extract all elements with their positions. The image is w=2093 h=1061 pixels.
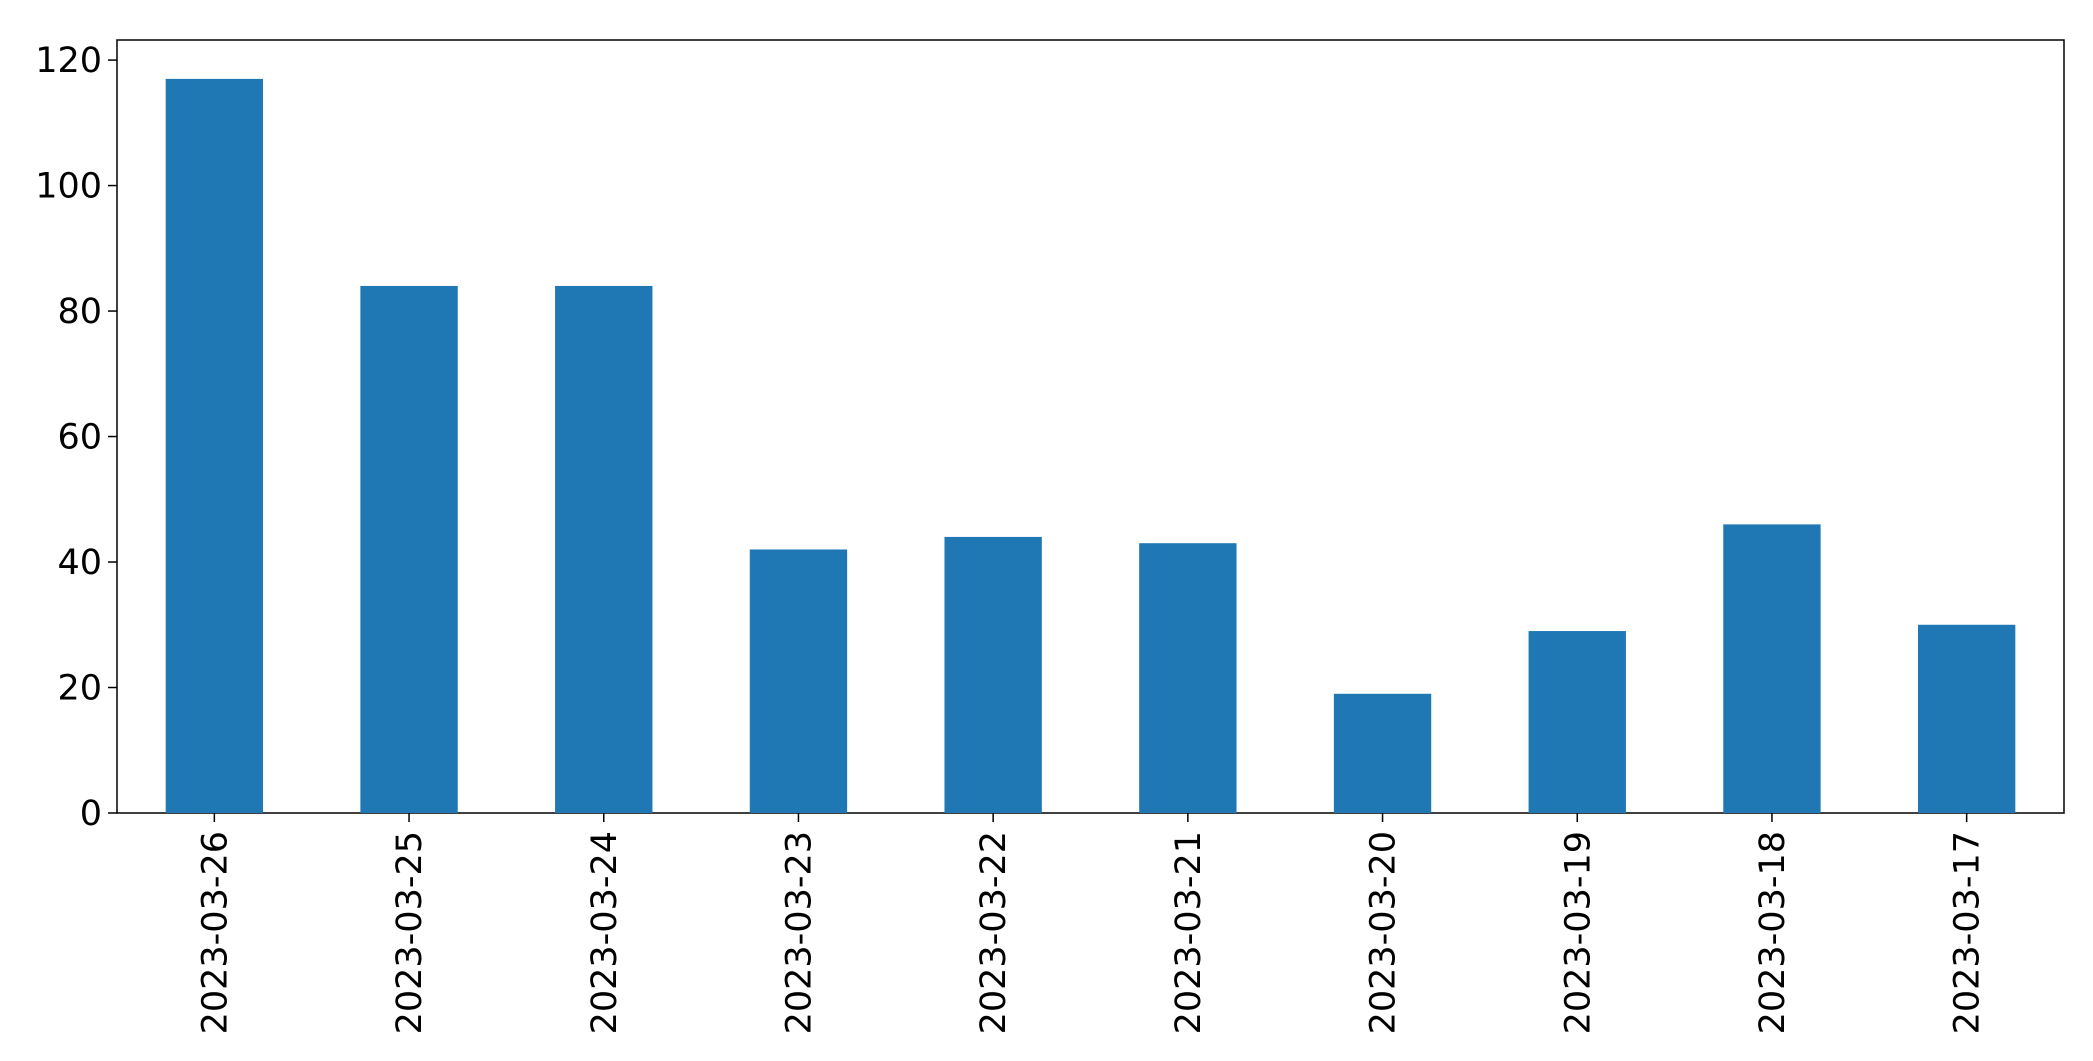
y-tick-label: 80	[57, 292, 102, 332]
x-tick-label: 2023-03-25	[390, 831, 430, 1034]
x-tick-label: 2023-03-26	[195, 831, 235, 1034]
x-tick-label: 2023-03-22	[974, 831, 1014, 1034]
y-tick-label: 100	[35, 167, 102, 207]
y-tick-label: 20	[57, 669, 102, 709]
x-tick-label: 2023-03-21	[1169, 831, 1209, 1034]
bar	[1528, 631, 1626, 813]
bar	[749, 549, 848, 813]
axes-frame	[116, 39, 2065, 814]
bar	[165, 78, 264, 813]
x-tick-label: 2023-03-19	[1558, 831, 1598, 1034]
x-tick-label: 2023-03-18	[1753, 831, 1793, 1034]
bar	[1139, 543, 1237, 813]
x-tick-label: 2023-03-23	[779, 831, 819, 1034]
bar	[555, 285, 653, 813]
x-tick-label: 2023-03-17	[1948, 831, 1988, 1034]
bar	[944, 536, 1042, 813]
bar	[1333, 693, 1432, 813]
y-tick-label: 0	[80, 794, 102, 834]
y-tick-label: 120	[35, 41, 102, 81]
x-tick-label: 2023-03-20	[1364, 831, 1404, 1034]
bar	[360, 285, 458, 813]
y-tick-label: 40	[57, 543, 102, 583]
x-tick-label: 2023-03-24	[585, 831, 625, 1034]
bar	[1723, 524, 1821, 813]
bar	[1917, 624, 2016, 813]
y-tick-label: 60	[57, 418, 102, 458]
